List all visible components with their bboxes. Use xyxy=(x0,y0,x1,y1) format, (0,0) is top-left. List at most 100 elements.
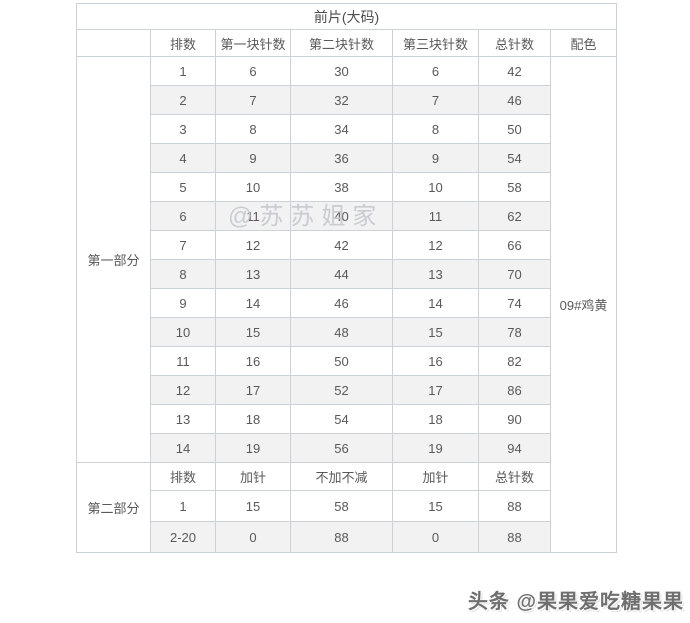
col-header-rows: 排数 xyxy=(150,462,216,491)
data-cell: 12 xyxy=(392,230,479,260)
data-cell: 14 xyxy=(392,288,479,318)
data-cell: 8 xyxy=(392,114,479,144)
data-cell: 3 xyxy=(150,114,216,144)
data-cell: 88 xyxy=(478,521,551,553)
data-cell: 34 xyxy=(290,114,393,144)
data-cell: 62 xyxy=(478,201,551,231)
data-cell: 54 xyxy=(290,404,393,434)
table-row: 2 7 32 7 46 xyxy=(77,85,617,115)
data-cell: 19 xyxy=(392,433,479,463)
table-row: 第一部分 1 6 30 6 42 09#鸡黄 xyxy=(76,56,618,553)
col-header-block3: 第三块针数 xyxy=(392,29,479,57)
part1-label: 第一部分 xyxy=(76,56,151,463)
data-cell: 8 xyxy=(215,114,291,144)
data-cell: 13 xyxy=(392,259,479,289)
data-cell: 42 xyxy=(290,230,393,260)
table-row: 10 15 48 15 78 xyxy=(77,317,617,347)
data-cell: 11 xyxy=(392,201,479,231)
data-cell: 82 xyxy=(478,346,551,376)
table-row: 2-20 0 88 0 88 xyxy=(77,521,617,553)
data-cell: 0 xyxy=(392,521,479,553)
data-cell: 15 xyxy=(215,317,291,347)
data-cell: 18 xyxy=(392,404,479,434)
data-cell: 14 xyxy=(150,433,216,463)
table-row: 11 16 50 16 82 xyxy=(77,346,617,376)
data-cell: 17 xyxy=(392,375,479,405)
col-header-block1: 第一块针数 xyxy=(215,29,291,57)
col-header-increase: 加针 xyxy=(215,462,291,491)
footer-watermark: 头条 @果果爱吃糖果果 xyxy=(467,591,684,613)
data-cell: 2 xyxy=(150,85,216,115)
data-cell: 13 xyxy=(215,259,291,289)
table-row: 13 18 54 18 90 xyxy=(77,404,617,434)
data-cell: 66 xyxy=(478,230,551,260)
data-cell: 7 xyxy=(215,85,291,115)
data-cell: 12 xyxy=(215,230,291,260)
col-header-increase2: 加针 xyxy=(392,462,479,491)
data-cell: 6 xyxy=(392,56,479,86)
data-cell: 6 xyxy=(215,56,291,86)
data-cell: 16 xyxy=(215,346,291,376)
data-cell: 14 xyxy=(215,288,291,318)
data-cell: 10 xyxy=(392,172,479,202)
data-cell: 0 xyxy=(215,521,291,553)
col-header-total: 总针数 xyxy=(478,29,551,57)
data-cell: 15 xyxy=(392,317,479,347)
data-cell: 78 xyxy=(478,317,551,347)
data-cell: 50 xyxy=(290,346,393,376)
data-cell: 86 xyxy=(478,375,551,405)
data-cell: 1 xyxy=(150,56,216,86)
data-cell: 12 xyxy=(150,375,216,405)
data-cell: 48 xyxy=(290,317,393,347)
data-cell: 1 xyxy=(150,490,216,522)
data-cell: 18 xyxy=(215,404,291,434)
data-cell: 15 xyxy=(392,490,479,522)
table-row: 8 13 44 13 70 xyxy=(77,259,617,289)
table-row: 3 8 34 8 50 xyxy=(77,114,617,144)
color-value: 09#鸡黄 xyxy=(549,56,618,553)
table-row: 14 19 56 19 94 xyxy=(77,433,617,463)
corner-cell xyxy=(76,29,151,57)
data-cell: 30 xyxy=(290,56,393,86)
data-cell: 4 xyxy=(150,143,216,173)
data-cell: 10 xyxy=(215,172,291,202)
data-cell: 90 xyxy=(478,404,551,434)
part2-label: 第二部分 xyxy=(76,462,151,553)
data-cell: 54 xyxy=(478,143,551,173)
header-row: 排数 第一块针数 第二块针数 第三块针数 总针数 配色 xyxy=(76,29,618,57)
knitting-pattern-table: 前片(大码) 排数 第一块针数 第二块针数 第三块针数 总针数 配色 第一部分 … xyxy=(75,3,618,553)
data-cell: 88 xyxy=(478,490,551,522)
col-header-color: 配色 xyxy=(549,29,618,57)
title-row: 前片(大码) xyxy=(75,3,618,30)
col-header-block2: 第二块针数 xyxy=(290,29,393,57)
part2-header-row: 第二部分 排数 加针 不加不减 加针 总针数 xyxy=(76,462,617,553)
data-cell: 56 xyxy=(290,433,393,463)
data-cell: 9 xyxy=(215,143,291,173)
data-cell: 5 xyxy=(150,172,216,202)
data-cell: 7 xyxy=(392,85,479,115)
data-cell: 9 xyxy=(392,143,479,173)
data-cell: 13 xyxy=(150,404,216,434)
col-header-no-change: 不加不减 xyxy=(290,462,393,491)
col-header-rows: 排数 xyxy=(150,29,216,57)
data-cell: 10 xyxy=(150,317,216,347)
data-cell: 38 xyxy=(290,172,393,202)
table-title: 前片(大码) xyxy=(75,3,618,30)
data-cell: 88 xyxy=(290,521,393,553)
data-cell: 16 xyxy=(392,346,479,376)
data-cell: 42 xyxy=(478,56,551,86)
data-cell: 7 xyxy=(150,230,216,260)
data-cell: 70 xyxy=(478,259,551,289)
table-row: 9 14 46 14 74 xyxy=(77,288,617,318)
data-cell: 17 xyxy=(215,375,291,405)
data-cell: 19 xyxy=(215,433,291,463)
data-cell: 15 xyxy=(215,490,291,522)
data-cell: 74 xyxy=(478,288,551,318)
data-cell: 46 xyxy=(478,85,551,115)
data-cell: 2-20 xyxy=(150,521,216,553)
data-cell: 52 xyxy=(290,375,393,405)
col-header-total: 总针数 xyxy=(478,462,551,491)
data-cell: 9 xyxy=(150,288,216,318)
data-cell: 6 xyxy=(150,201,216,231)
data-cell: 44 xyxy=(290,259,393,289)
